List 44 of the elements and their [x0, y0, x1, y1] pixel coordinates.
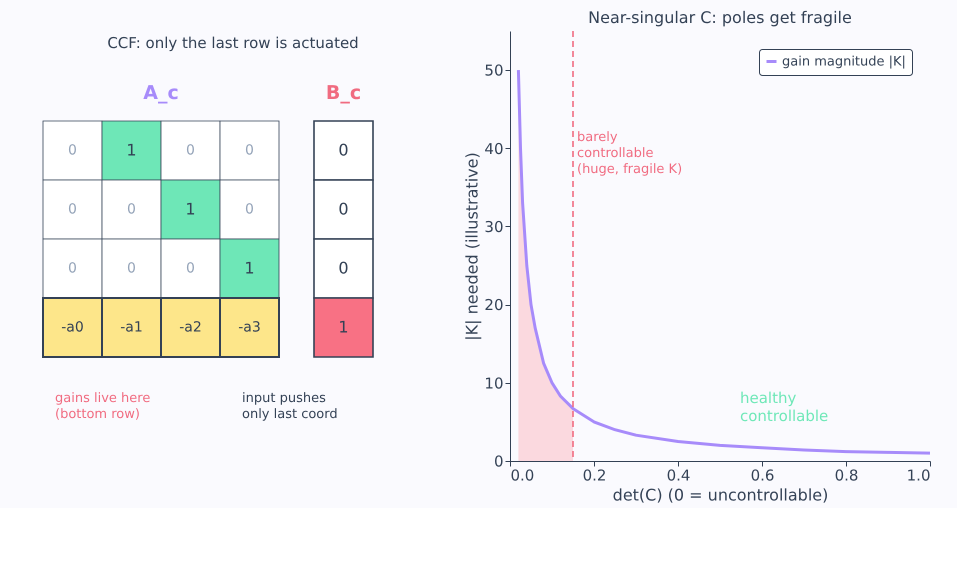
- text: 1: [244, 258, 255, 278]
- line-series: [516, 68, 932, 455]
- text: gains live here (bottom row): [55, 391, 150, 422]
- text: B_c: [326, 82, 362, 104]
- x-tick-label: 1.0: [906, 466, 930, 484]
- text: 0: [127, 260, 136, 276]
- x-tick-label: 0.4: [666, 466, 690, 484]
- text: input pushes only last coord: [242, 391, 338, 422]
- x-axis-title: det(C) (0 = uncontrollable): [612, 486, 828, 504]
- text: 1: [126, 140, 137, 160]
- x-tick-label: 0.6: [750, 466, 774, 484]
- y-tick-label: 20: [484, 296, 504, 314]
- text: CCF: only the last row is actuated: [107, 34, 359, 52]
- text: 0: [127, 202, 136, 218]
- y-tick-label: 0: [494, 452, 504, 470]
- y-axis-title: |K| needed (illustrative): [462, 152, 482, 341]
- x-tick-label: 0.8: [834, 466, 858, 484]
- legend-label: gain magnitude |K|: [782, 54, 906, 70]
- x-tick-label: 0.2: [582, 466, 606, 484]
- text: 0: [245, 202, 254, 218]
- text: 0: [338, 140, 349, 160]
- text: 1: [338, 318, 349, 336]
- text: -a2: [179, 320, 202, 336]
- text: 0: [68, 260, 77, 276]
- y-tick-label: 50: [484, 62, 504, 80]
- text: 1: [185, 200, 196, 218]
- annotation: healthy controllable: [740, 389, 828, 425]
- text: A_c: [143, 82, 179, 104]
- ref-line-label: barely controllable (huge, fragile K): [577, 130, 682, 177]
- text: 0: [338, 200, 349, 218]
- text: 0: [68, 142, 77, 158]
- text: 0: [245, 142, 254, 158]
- text: -a3: [238, 320, 261, 336]
- y-tick-label: 40: [484, 140, 504, 158]
- text: 0: [338, 258, 349, 278]
- text: 0: [186, 142, 195, 158]
- chart-title: Near-singular C: poles get fragile: [588, 8, 852, 28]
- text: -a1: [120, 320, 143, 336]
- text: -a0: [61, 320, 84, 336]
- y-tick-label: 30: [484, 218, 504, 236]
- text: 0: [186, 260, 195, 276]
- text: 0: [68, 202, 77, 218]
- y-tick-label: 10: [484, 374, 504, 392]
- x-tick-label: 0.0: [510, 466, 534, 484]
